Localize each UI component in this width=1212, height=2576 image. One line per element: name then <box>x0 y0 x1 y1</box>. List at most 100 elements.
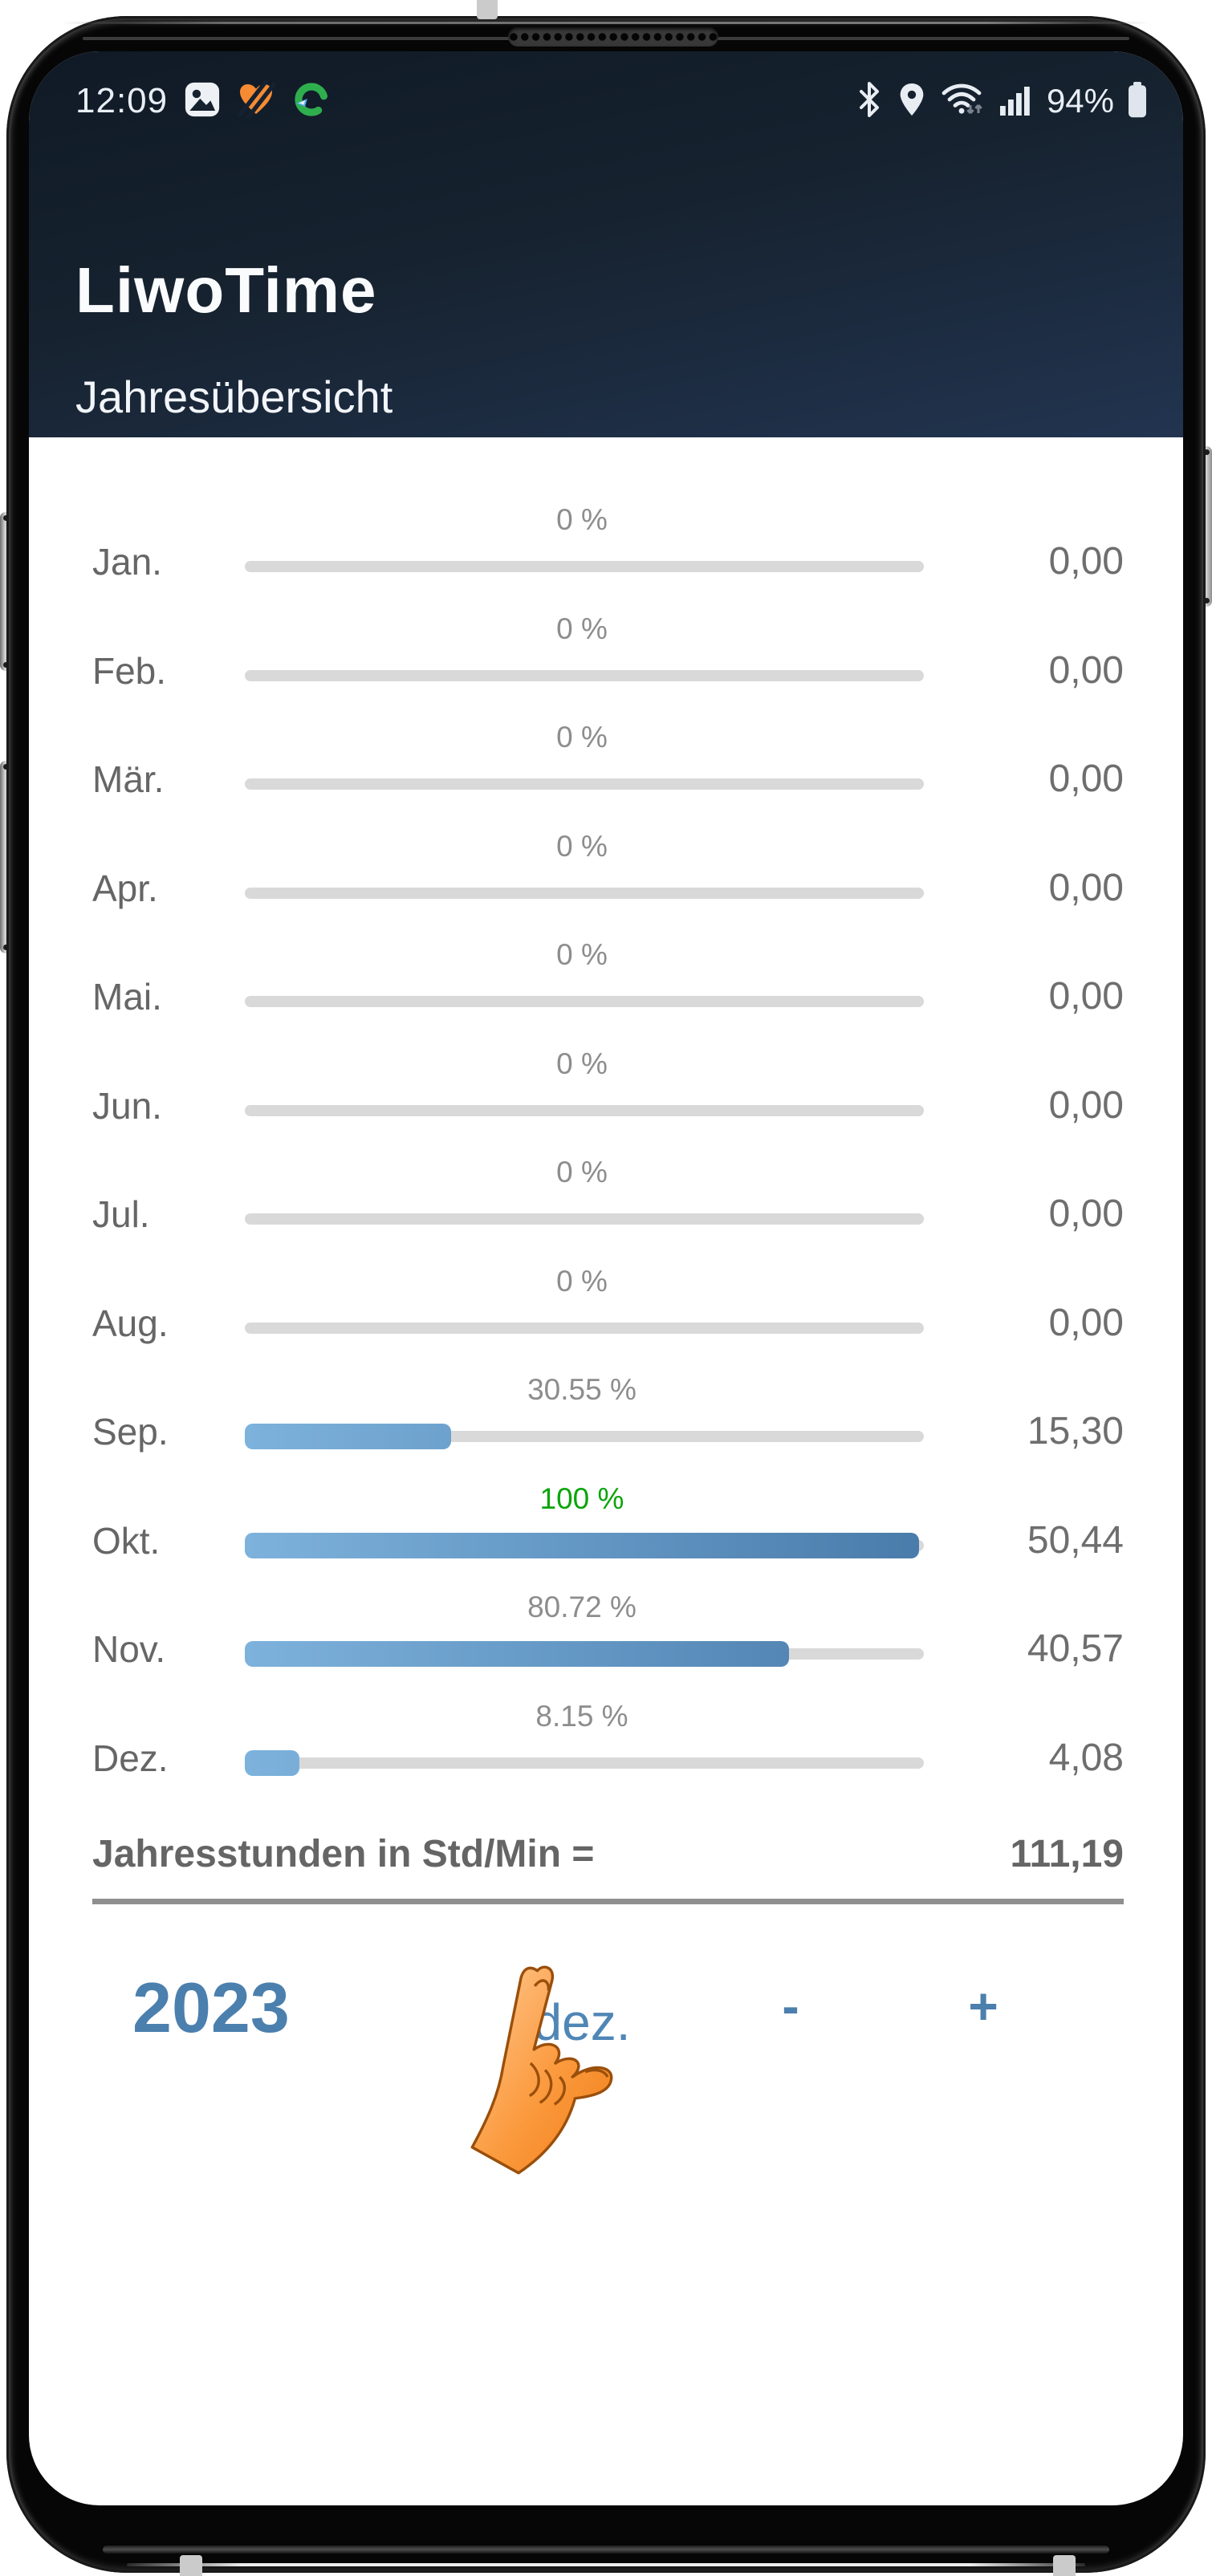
progress-track <box>245 1322 924 1334</box>
month-list: 0 % Jan. 0,00 0 % Feb. 0,00 0 % Mär. 0,0… <box>92 500 1124 1805</box>
antenna-band <box>1053 2555 1076 2576</box>
month-row: 80.72 % Nov. 40,57 <box>92 1587 1124 1696</box>
progress-fill <box>245 1749 300 1776</box>
progress-track <box>245 1213 924 1225</box>
month-name: Jan. <box>92 541 162 583</box>
progress-track <box>245 778 924 790</box>
month-percent-label: 100 % <box>539 1481 624 1515</box>
month-row: 100 % Okt. 50,44 <box>92 1479 1124 1588</box>
month-row: 0 % Jan. 0,00 <box>92 500 1124 609</box>
month-row: 0 % Jul. 0,00 <box>92 1152 1124 1262</box>
month-hours-value: 0,00 <box>1048 975 1124 1018</box>
month-row: 0 % Mär. 0,00 <box>92 717 1124 827</box>
month-hours-value: 4,08 <box>1048 1736 1124 1779</box>
pointing-hand-icon <box>431 1959 620 2196</box>
month-hours-value: 0,00 <box>1048 758 1124 800</box>
month-name: Dez. <box>92 1737 169 1779</box>
month-name: Okt. <box>92 1519 161 1562</box>
month-progress-bar <box>245 770 924 798</box>
month-progress-bar <box>245 1531 924 1560</box>
progress-fill <box>245 1424 451 1449</box>
month-hours-value: 0,00 <box>1048 1083 1124 1127</box>
month-hours-value: 50,44 <box>1027 1518 1124 1562</box>
month-percent-label: 30.55 % <box>527 1373 637 1406</box>
month-hours-value: 0,00 <box>1048 1301 1124 1344</box>
month-progress-bar <box>245 552 924 581</box>
year-overview: 0 % Jan. 0,00 0 % Feb. 0,00 0 % Mär. 0,0… <box>29 500 1183 2214</box>
speaker-grill-icon <box>508 27 718 47</box>
month-percent-label: 80.72 % <box>527 1591 637 1623</box>
month-selector[interactable]: dez. <box>533 1993 631 2051</box>
month-name: Feb. <box>92 649 167 692</box>
signal-icon <box>998 82 1034 121</box>
progress-track <box>245 1757 924 1769</box>
location-icon <box>896 81 928 122</box>
month-progress-bar <box>245 1422 924 1451</box>
app-header: 12:09 <box>29 51 1183 437</box>
month-row: 8.15 % Dez. 4,08 <box>92 1696 1124 1806</box>
progress-fill <box>245 1532 919 1558</box>
month-name: Nov. <box>92 1628 166 1670</box>
month-percent-label: 0 % <box>556 503 608 536</box>
month-progress-bar <box>245 1314 924 1343</box>
total-value: 111,19 <box>1010 1833 1124 1875</box>
month-percent-label: 0 % <box>556 1046 608 1080</box>
month-row: 0 % Feb. 0,00 <box>92 609 1124 718</box>
progress-track <box>245 1104 924 1116</box>
month-progress-bar <box>245 879 924 908</box>
month-hours-value: 15,30 <box>1027 1410 1124 1453</box>
month-hours-value: 40,57 <box>1027 1627 1124 1670</box>
bottom-bezel-band <box>103 2546 1109 2554</box>
month-progress-bar <box>245 1639 924 1668</box>
antenna-band <box>477 0 498 19</box>
decrement-button[interactable]: - <box>782 1977 799 2035</box>
progress-track <box>245 669 924 681</box>
year-selector[interactable]: 2023 <box>132 1968 290 2047</box>
year-month-controls: 2023 dez. - + <box>92 1949 1124 2214</box>
total-label: Jahresstunden in Std/Min = <box>92 1833 595 1875</box>
page-subtitle: Jahresübersicht <box>75 372 393 422</box>
month-hours-value: 0,00 <box>1048 540 1124 583</box>
month-progress-bar <box>245 987 924 1016</box>
progress-fill <box>245 1641 790 1667</box>
month-row: 0 % Apr. 0,00 <box>92 827 1124 936</box>
bluetooth-icon <box>856 81 883 121</box>
month-progress-bar <box>245 1205 924 1233</box>
month-name: Jul. <box>92 1193 150 1235</box>
month-row: 0 % Jun. 0,00 <box>92 1044 1124 1153</box>
month-row: 0 % Mai. 0,00 <box>92 935 1124 1044</box>
status-bar: 12:09 <box>75 76 1148 124</box>
gallery-icon <box>184 81 221 122</box>
battery-icon <box>1127 81 1148 122</box>
status-bar-left: 12:09 <box>75 76 330 123</box>
battery-percent: 94% <box>1046 82 1114 120</box>
progress-track <box>245 561 924 572</box>
health-heart-icon <box>237 76 277 123</box>
month-name: Aug. <box>92 1302 169 1344</box>
month-progress-bar <box>245 1749 924 1778</box>
wifi-icon <box>941 81 986 122</box>
status-bar-right: 94% <box>856 81 1148 122</box>
month-hours-value: 0,00 <box>1048 648 1124 692</box>
increment-button[interactable]: + <box>968 1977 998 2035</box>
month-row: 30.55 % Sep. 15,30 <box>92 1370 1124 1479</box>
sync-circle-icon <box>291 80 330 123</box>
month-name: Mär. <box>92 758 165 800</box>
month-percent-label: 8.15 % <box>535 1699 628 1733</box>
month-percent-label: 0 % <box>556 829 608 863</box>
month-name: Jun. <box>92 1084 162 1127</box>
phone-screen: 12:09 <box>29 51 1183 2505</box>
month-row: 0 % Aug. 0,00 <box>92 1262 1124 1371</box>
month-percent-label: 0 % <box>556 721 608 754</box>
total-row: Jahresstunden in Std/Min = 111,19 <box>92 1832 1124 1904</box>
status-time: 12:09 <box>75 81 169 120</box>
month-progress-bar <box>245 1096 924 1125</box>
antenna-band <box>180 2555 202 2576</box>
month-hours-value: 0,00 <box>1048 866 1124 909</box>
month-hours-value: 0,00 <box>1048 1193 1124 1235</box>
progress-track <box>245 887 924 899</box>
month-percent-label: 0 % <box>556 611 608 645</box>
month-name: Mai. <box>92 976 162 1018</box>
month-percent-label: 0 % <box>556 938 608 971</box>
month-percent-label: 0 % <box>556 1156 608 1188</box>
